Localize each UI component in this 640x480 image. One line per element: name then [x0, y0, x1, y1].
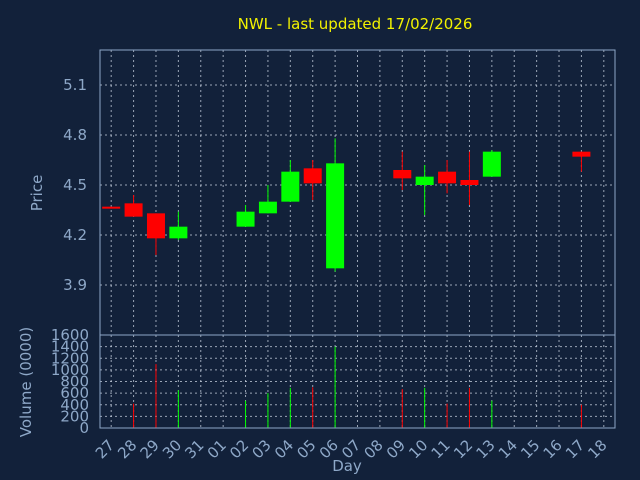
volume-bars [133, 346, 582, 428]
volume-tick-label: 400 [60, 396, 89, 414]
candle-body [303, 168, 322, 184]
price-tick-labels: 5.1 4.8 4.5 4.2 3.9 [63, 76, 87, 294]
price-candles [102, 138, 591, 272]
candle-body [438, 171, 457, 184]
price-panel-frame [99, 49, 616, 336]
candle-body [169, 226, 188, 239]
candle-body [460, 180, 479, 185]
volume-tick-label: 1600 [51, 326, 89, 344]
volume-tick-label: 1000 [51, 361, 89, 379]
volume-tick-label: 0 [79, 419, 89, 437]
price-tick-label: 5.1 [63, 76, 87, 94]
candle-body [258, 201, 277, 214]
volume-tick-label: 1200 [51, 349, 89, 367]
price-gridlines [100, 50, 615, 335]
volume-tick-label: 1400 [51, 338, 89, 356]
volume-axis-label: Volume (0000) [17, 327, 35, 437]
price-tick-label: 3.9 [63, 276, 87, 294]
volume-tick-label: 600 [60, 384, 89, 402]
chart-title: NWL - last updated 17/02/2026 [238, 15, 473, 33]
price-axis-label: Price [28, 175, 46, 212]
day-axis-label: Day [332, 457, 362, 475]
candle-body [415, 176, 434, 185]
candle-body [393, 170, 412, 179]
candle-body [326, 163, 345, 269]
day-tick-label: 18 [584, 436, 610, 462]
candle-body [281, 171, 300, 202]
candle-body [124, 203, 143, 217]
volume-tick-label: 200 [60, 407, 89, 425]
candle-body [236, 211, 255, 227]
candle-body [482, 151, 501, 177]
candle-body [572, 151, 591, 157]
price-tick-label: 4.8 [63, 126, 87, 144]
volume-panel-frame [99, 334, 616, 429]
volume-tick-label: 800 [60, 373, 89, 391]
price-tick-label: 4.5 [63, 176, 87, 194]
price-tick-label: 4.2 [63, 226, 87, 244]
candle-body [146, 213, 165, 239]
volume-gridlines [100, 334, 615, 429]
day-tick-labels: 2728293031010203040506070809101112131415… [92, 436, 611, 462]
candle-body [102, 206, 121, 209]
